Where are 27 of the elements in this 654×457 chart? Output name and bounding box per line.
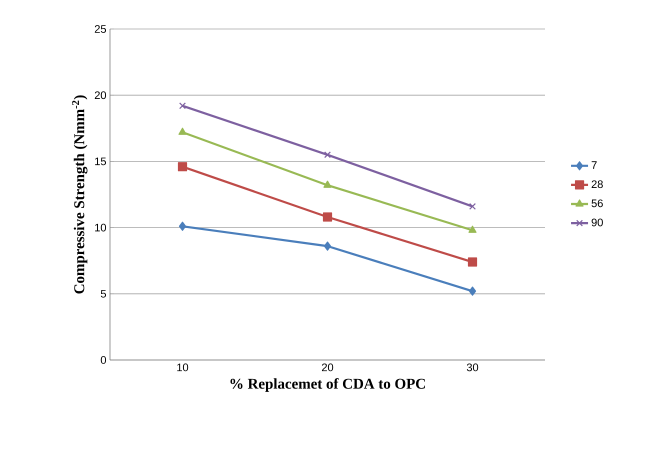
y-axis-title: Compressive Strength (Nmm$^{-2}$) bbox=[72, 95, 88, 294]
point bbox=[178, 222, 186, 231]
x-tick-label: 30 bbox=[466, 364, 478, 372]
x-tick-label: 10 bbox=[177, 364, 188, 372]
point bbox=[468, 257, 478, 267]
y-tick-label: 0 bbox=[100, 356, 106, 364]
x-tick-label: 20 bbox=[322, 364, 334, 372]
point bbox=[323, 180, 332, 188]
legend-label: 28 bbox=[592, 180, 603, 188]
point bbox=[469, 202, 476, 210]
point bbox=[178, 128, 187, 135]
point bbox=[179, 102, 186, 110]
y-tick-label: 15 bbox=[95, 158, 106, 166]
point bbox=[322, 212, 332, 222]
y-tick-label: 10 bbox=[95, 224, 106, 232]
point bbox=[468, 286, 476, 296]
x-axis-title: % Replacemet of CDA to OPC bbox=[230, 378, 425, 392]
legend-label: 90 bbox=[592, 218, 603, 226]
point bbox=[178, 162, 188, 172]
legend-label: 56 bbox=[592, 199, 603, 208]
legend-label: 7 bbox=[592, 161, 597, 169]
point bbox=[468, 226, 477, 233]
point bbox=[324, 151, 331, 158]
y-tick-label: 5 bbox=[100, 290, 106, 298]
point bbox=[324, 242, 332, 251]
y-tick-label: 20 bbox=[94, 91, 106, 100]
y-tick-label: 25 bbox=[94, 25, 106, 33]
